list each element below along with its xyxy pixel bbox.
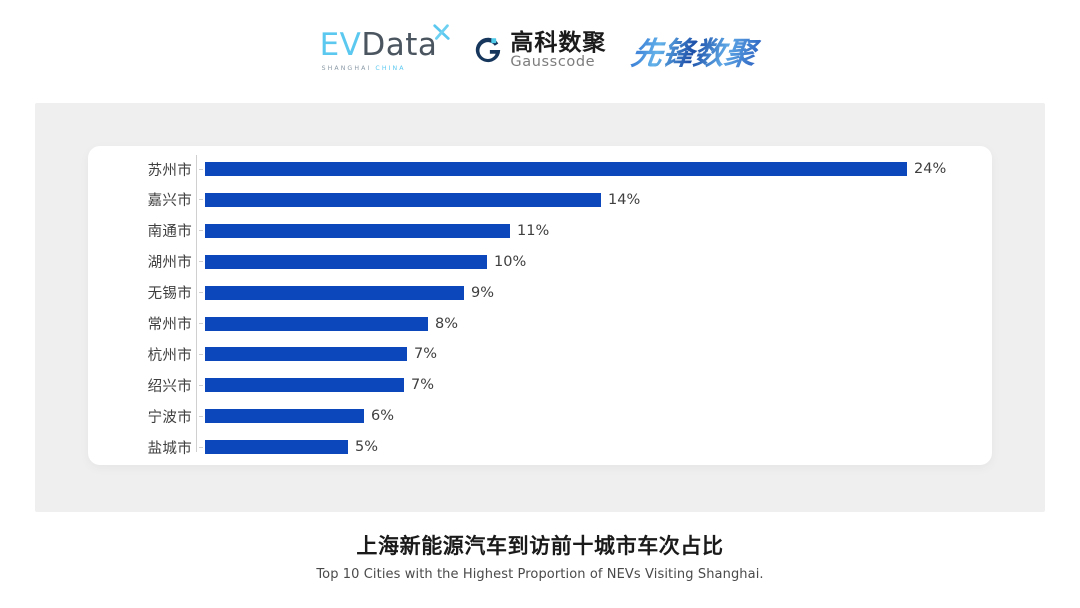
axis-tick xyxy=(199,261,203,263)
evdata-ev-text: EV xyxy=(319,26,362,63)
axis-tick xyxy=(199,446,203,448)
chart-row: 嘉兴市 14% xyxy=(120,186,980,214)
evdata-logo: EVData SHANGHAI CHINA xyxy=(319,23,451,72)
chart-bar-value: 8% xyxy=(435,315,459,332)
evdata-tagline-country: CHINA xyxy=(375,64,406,72)
gausscode-text: 高科数聚 Gausscode xyxy=(510,28,607,70)
chart-bar-value: 5% xyxy=(355,439,379,456)
chart-bar-wrap: 7% xyxy=(203,340,980,368)
chart-row: 盐城市 5% xyxy=(120,433,980,461)
chart-bar[interactable] xyxy=(205,347,407,362)
chart-row: 湖州市 10% xyxy=(120,248,980,276)
axis-tick xyxy=(199,230,203,232)
xianfeng-shuju-logo: 先锋数聚 xyxy=(629,28,763,73)
chart-bar-wrap: 9% xyxy=(203,279,980,307)
chart-row: 南通市 11% xyxy=(120,217,980,245)
chart-bar[interactable] xyxy=(205,254,487,269)
chart-bar[interactable] xyxy=(205,316,428,331)
chart-bar[interactable] xyxy=(205,223,510,238)
chart-bar[interactable] xyxy=(205,378,404,393)
chart-row-label: 绍兴市 xyxy=(147,378,192,395)
g-circle-icon xyxy=(476,37,501,63)
chart-row: 杭州市 7% xyxy=(120,340,980,368)
evdata-data-text: Data xyxy=(361,26,438,63)
chart-bar-wrap: 6% xyxy=(203,402,980,430)
chart-row-label: 无锡市 xyxy=(147,286,192,303)
caption-subtitle: Top 10 Cities with the Highest Proportio… xyxy=(316,567,764,582)
chart-caption: 上海新能源汽车到访前十城市车次占比 Top 10 Cities with the… xyxy=(0,530,1080,582)
gausscode-en-name: Gausscode xyxy=(510,53,596,70)
chart-bar[interactable] xyxy=(205,440,348,455)
chart-bar-value: 7% xyxy=(414,346,438,363)
chart-bar-wrap: 10% xyxy=(203,248,980,276)
chart-row: 宁波市 6% xyxy=(120,402,980,430)
chart-bar[interactable] xyxy=(205,409,364,424)
chart-bar-wrap: 5% xyxy=(203,433,980,461)
chart-bar[interactable] xyxy=(205,162,907,176)
chart-bar-value: 11% xyxy=(517,222,550,239)
chart-row-label: 苏州市 xyxy=(147,162,192,179)
chart-bar-wrap: 11% xyxy=(203,217,980,245)
chart-bar-value: 14% xyxy=(608,191,641,208)
chart-row-label: 湖州市 xyxy=(147,255,192,272)
caption-title: 上海新能源汽车到访前十城市车次占比 xyxy=(356,534,724,558)
chart-bar-wrap: 24% xyxy=(203,155,980,183)
chart-row-label: 宁波市 xyxy=(147,409,192,426)
chart-bar-wrap: 7% xyxy=(203,371,980,399)
chart-row: 绍兴市 7% xyxy=(120,371,980,399)
chart-row: 苏州市 24% xyxy=(120,155,980,183)
chart-row-label: 南通市 xyxy=(147,224,192,241)
axis-tick xyxy=(199,323,203,324)
gausscode-cn-name: 高科数聚 xyxy=(510,28,607,55)
chart-bar-value: 7% xyxy=(411,377,435,394)
chart-row-label: 杭州市 xyxy=(147,347,192,364)
chart-bar-value: 9% xyxy=(471,284,495,301)
axis-tick xyxy=(199,168,203,170)
gausscode-logo: 高科数聚 Gausscode xyxy=(473,28,607,70)
evdata-tagline: SHANGHAI CHINA xyxy=(322,65,406,72)
x-mark-icon xyxy=(433,23,451,40)
chart-row-label: 常州市 xyxy=(147,317,192,333)
chart-bar-value: 6% xyxy=(371,408,395,425)
chart-bar[interactable] xyxy=(205,285,464,300)
chart-bar-wrap: 8% xyxy=(203,310,980,338)
axis-tick xyxy=(199,384,203,386)
chart-bar-value: 10% xyxy=(494,253,527,270)
evdata-tagline-city: SHANGHAI xyxy=(321,64,372,72)
chart-bar[interactable] xyxy=(205,192,601,207)
axis-tick xyxy=(199,353,203,355)
chart-row: 无锡市 9% xyxy=(120,279,980,307)
logo-bar: EVData SHANGHAI CHINA 高科数聚 Gausscode 先锋数… xyxy=(0,22,1080,78)
axis-tick xyxy=(199,415,203,417)
axis-tick xyxy=(199,292,203,294)
evdata-wordmark: EVData xyxy=(319,26,438,63)
chart-y-axis xyxy=(196,155,197,452)
chart-row-label: 嘉兴市 xyxy=(147,193,192,210)
chart-bar-value: 24% xyxy=(914,161,947,177)
chart-bar-wrap: 14% xyxy=(203,186,980,214)
axis-tick xyxy=(199,199,203,201)
chart-row: 常州市 8% xyxy=(120,310,980,338)
chart-row-label: 盐城市 xyxy=(147,440,192,457)
